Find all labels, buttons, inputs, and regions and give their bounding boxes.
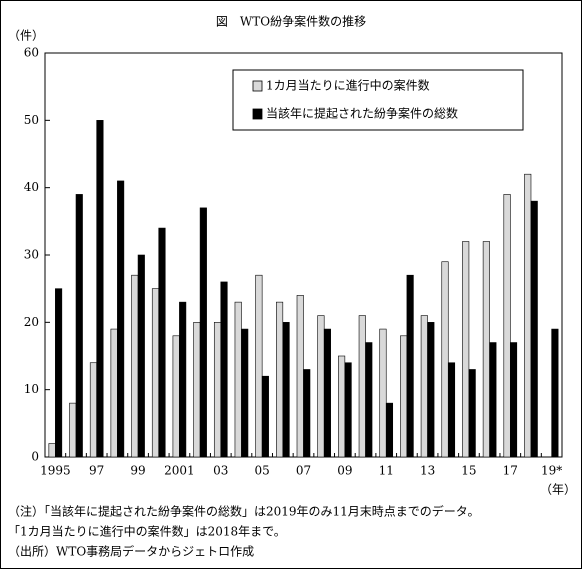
bar <box>48 443 56 458</box>
bar <box>344 362 352 458</box>
bar <box>234 301 242 458</box>
bar <box>75 194 83 458</box>
y-tick-label: 30 <box>24 248 39 262</box>
bar <box>468 369 476 458</box>
bar <box>303 369 311 458</box>
bar <box>338 355 346 458</box>
bar <box>199 207 207 458</box>
bar <box>323 328 331 458</box>
bar <box>489 342 497 458</box>
bar <box>482 241 490 458</box>
bar <box>241 328 249 458</box>
bar <box>503 194 511 458</box>
bar <box>358 315 366 458</box>
bar <box>385 402 394 458</box>
x-tick-label: 1995 <box>40 464 71 478</box>
bar <box>317 315 325 458</box>
y-axis-label: （件） <box>8 29 44 43</box>
x-tick-label: 11 <box>379 464 394 478</box>
y-tick-label: 10 <box>24 382 39 396</box>
legend-label: 当該年に提起された紛争案件の総数 <box>266 106 458 121</box>
x-tick-label: 05 <box>254 464 269 478</box>
bar <box>220 281 228 458</box>
bar <box>151 288 160 458</box>
bar <box>261 375 269 458</box>
x-tick-label: 19* <box>541 464 562 478</box>
legend-swatch <box>252 80 263 92</box>
bar <box>427 322 435 458</box>
bar <box>137 254 145 458</box>
bar <box>213 322 222 458</box>
bar <box>282 322 290 458</box>
x-axis-label: （年） <box>540 483 576 497</box>
x-tick-label: 17 <box>503 464 518 478</box>
y-tick-label: 50 <box>24 113 39 127</box>
bar <box>447 362 456 458</box>
bar <box>117 180 125 458</box>
bar <box>406 274 414 458</box>
note: （注）「当該年に提起された紛争案件の総数」は2019年のみ11月末時点までのデー… <box>8 504 479 519</box>
y-tick-label: 40 <box>24 180 39 194</box>
note: （出所）WTO事務局データからジェトロ作成 <box>8 544 254 559</box>
y-tick-label: 60 <box>24 46 39 60</box>
x-tick-label: 13 <box>420 464 435 478</box>
y-tick-label: 20 <box>24 315 39 329</box>
x-tick-label: 2001 <box>164 464 195 478</box>
bar <box>530 200 538 458</box>
x-tick-label: 03 <box>213 464 228 478</box>
bar <box>365 342 373 458</box>
bar <box>255 274 263 458</box>
bar <box>462 241 470 458</box>
legend-label: 1カ月当たりに進行中の案件数 <box>266 78 430 93</box>
bar <box>276 301 284 458</box>
x-tick-label: 99 <box>130 464 145 478</box>
bar <box>131 274 139 458</box>
bar <box>55 288 63 458</box>
bar <box>69 402 77 458</box>
bar <box>551 328 559 458</box>
bar <box>179 301 187 458</box>
bar <box>89 362 97 458</box>
bar <box>400 335 408 458</box>
x-tick-label: 09 <box>337 464 352 478</box>
bar <box>110 328 118 458</box>
bar <box>172 335 180 458</box>
legend-box <box>232 69 524 131</box>
x-tick-label: 07 <box>296 464 311 478</box>
x-tick-label: 97 <box>89 464 104 478</box>
bar <box>193 322 201 458</box>
chart-title: 図 WTO紛争案件数の推移 <box>216 14 366 29</box>
legend-swatch <box>252 108 263 120</box>
bar <box>509 342 518 458</box>
bar <box>441 261 449 458</box>
x-tick-label: 15 <box>461 464 476 478</box>
bar <box>420 315 428 458</box>
bar <box>96 120 104 458</box>
bar <box>158 227 166 458</box>
y-tick-label: 0 <box>31 450 39 464</box>
bar <box>379 328 387 458</box>
bar <box>524 173 532 458</box>
note: 「1カ月当たりに進行中の案件数」は2018年まで。 <box>8 524 286 539</box>
bar <box>296 295 304 458</box>
